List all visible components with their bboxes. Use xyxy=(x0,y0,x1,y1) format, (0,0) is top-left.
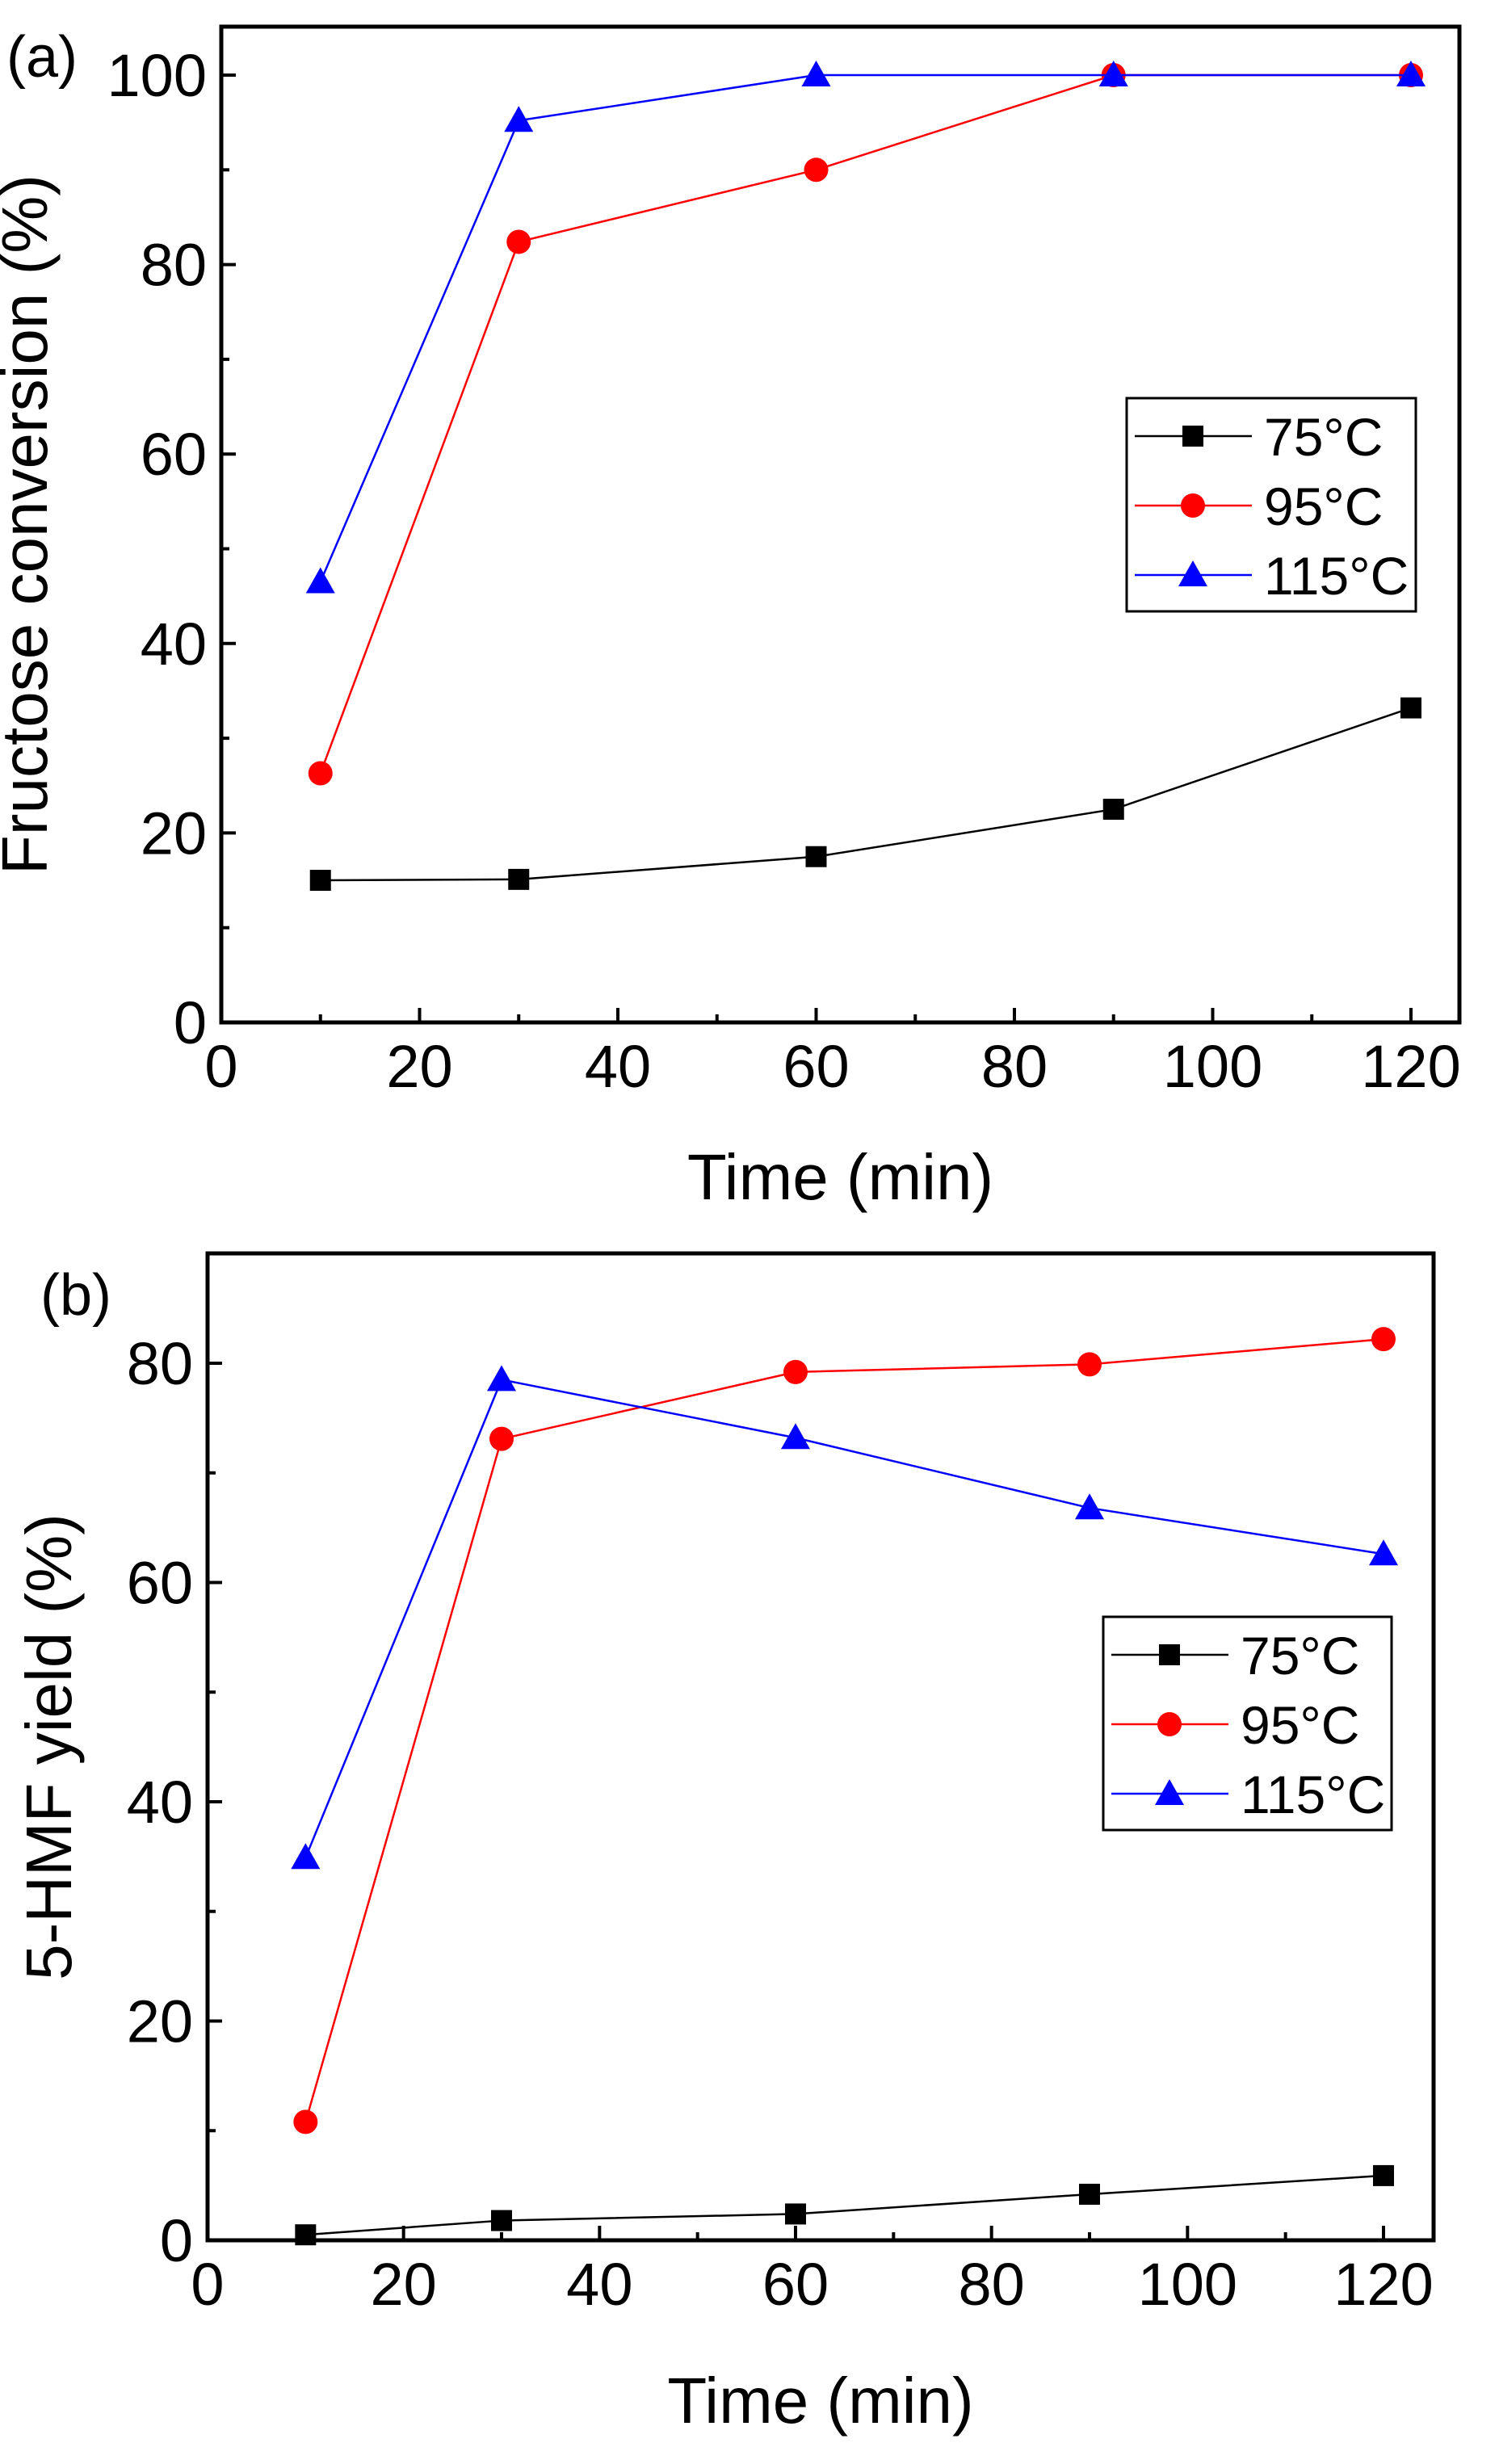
y-axis-title: 5-HMF yield (%) xyxy=(13,1513,85,1980)
y-tick-label: 20 xyxy=(141,800,207,867)
y-tick-label: 100 xyxy=(107,42,207,109)
legend-marker-circle xyxy=(1157,1712,1182,1736)
data-point xyxy=(1079,2183,1100,2205)
x-tick-label: 40 xyxy=(585,1033,651,1100)
series-line xyxy=(305,2174,1384,2236)
data-point xyxy=(1369,1539,1398,1566)
legend: 75°C 95°C 115°C xyxy=(1125,397,1417,613)
x-tick-label: 0 xyxy=(204,1033,237,1100)
plot-frame xyxy=(205,1251,1436,2243)
data-point xyxy=(308,761,333,786)
data-point xyxy=(295,2224,317,2246)
y-tick-label: 60 xyxy=(141,421,207,488)
data-point xyxy=(506,229,531,254)
legend-marker-triangle xyxy=(1178,560,1207,586)
data-point xyxy=(804,157,829,183)
data-point xyxy=(487,1365,516,1392)
data-point xyxy=(1077,1352,1102,1377)
data-point xyxy=(504,106,534,132)
data-point xyxy=(508,868,530,890)
legend: 75°C 95°C 115°C xyxy=(1102,1615,1393,1832)
legend-marker-square xyxy=(1159,1644,1180,1665)
series-75C xyxy=(295,2164,1394,2246)
x-tick-label: 0 xyxy=(191,2251,224,2318)
data-point xyxy=(293,2109,318,2134)
y-tick-label: 40 xyxy=(127,1769,193,1836)
legend-label: 115°C xyxy=(1264,546,1409,606)
legend-marker-square xyxy=(1182,426,1203,447)
x-tick-label: 20 xyxy=(371,2251,437,2318)
data-point xyxy=(785,2203,806,2225)
panel-a: 0 20 40 60 80 100 120 0 20 40 60 80 100 Time (min) Fru… xyxy=(0,24,1462,1213)
y-tick-label: 40 xyxy=(141,611,207,678)
series-115C xyxy=(291,1365,1398,1870)
data-point xyxy=(489,1426,514,1451)
plot-frame xyxy=(219,24,1462,1025)
series-75C xyxy=(309,697,1421,892)
data-point xyxy=(309,870,331,892)
panel-label: (b) xyxy=(40,1263,111,1328)
series-115C xyxy=(305,61,1426,594)
data-point xyxy=(781,1423,810,1450)
data-point xyxy=(491,2210,512,2231)
x-tick-label: 20 xyxy=(386,1033,452,1100)
data-point xyxy=(1098,61,1128,86)
legend-label: 95°C xyxy=(1264,476,1383,536)
series-line xyxy=(320,707,1412,882)
data-point xyxy=(805,846,827,867)
x-tick-label: 100 xyxy=(1138,2251,1237,2318)
y-tick-label: 80 xyxy=(141,232,207,299)
legend-marker-triangle xyxy=(1155,1779,1184,1805)
data-point xyxy=(1371,1327,1396,1352)
y-tick-label: 0 xyxy=(174,989,207,1056)
data-point xyxy=(783,1359,808,1384)
x-tick-label: 100 xyxy=(1163,1033,1262,1100)
data-point xyxy=(305,567,335,594)
x-tick-label: 120 xyxy=(1361,1033,1460,1100)
data-point xyxy=(291,1843,321,1870)
panel-b: 0 20 40 60 80 100 120 0 20 40 60 80 Time (min) 5-HMF … xyxy=(13,1251,1436,2437)
legend-label: 75°C xyxy=(1264,407,1383,467)
data-point xyxy=(1075,1493,1104,1520)
x-tick-label: 60 xyxy=(762,2251,829,2318)
y-tick-label: 0 xyxy=(160,2207,193,2274)
x-tick-label: 60 xyxy=(783,1033,849,1100)
panel-label: (a) xyxy=(6,25,78,90)
legend-label: 75°C xyxy=(1241,1626,1359,1685)
y-axis-title: Fructose conversion (%) xyxy=(0,174,61,875)
data-point xyxy=(801,61,831,86)
x-axis-title: Time (min) xyxy=(667,2365,973,2437)
legend-label: 115°C xyxy=(1241,1765,1385,1824)
data-point xyxy=(1373,2164,1394,2186)
y-tick-label: 80 xyxy=(127,1330,193,1397)
legend-label: 95°C xyxy=(1241,1695,1359,1755)
y-tick-label: 20 xyxy=(127,1988,193,2055)
data-point xyxy=(1396,61,1426,86)
x-tick-label: 80 xyxy=(981,1033,1048,1100)
x-axis-title: Time (min) xyxy=(687,1141,993,1213)
data-point xyxy=(1102,799,1124,821)
y-tick-label: 60 xyxy=(127,1550,193,1617)
x-tick-label: 120 xyxy=(1333,2251,1433,2318)
data-point xyxy=(1400,697,1421,719)
x-tick-label: 80 xyxy=(959,2251,1025,2318)
legend-marker-circle xyxy=(1181,493,1205,518)
x-tick-label: 40 xyxy=(566,2251,632,2318)
series-95C xyxy=(293,1327,1396,2134)
